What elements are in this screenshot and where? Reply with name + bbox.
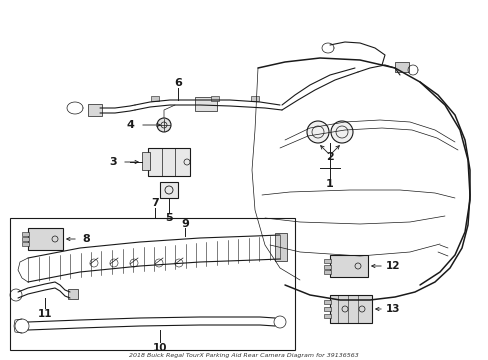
- Text: 4: 4: [126, 120, 134, 130]
- Bar: [22, 242, 29, 246]
- Bar: [195, 97, 217, 111]
- Text: 10: 10: [152, 343, 167, 353]
- Text: 12: 12: [385, 261, 400, 271]
- Bar: [329, 255, 367, 277]
- Circle shape: [330, 121, 352, 143]
- Text: 7: 7: [151, 198, 159, 208]
- Bar: [250, 96, 259, 101]
- Text: 13: 13: [385, 304, 400, 314]
- Bar: [22, 232, 29, 236]
- Bar: [22, 237, 29, 241]
- Text: 5: 5: [165, 213, 172, 223]
- Circle shape: [306, 121, 328, 143]
- Bar: [394, 62, 408, 72]
- Bar: [210, 96, 219, 101]
- Bar: [329, 295, 371, 323]
- Bar: [88, 104, 102, 116]
- Bar: [10, 218, 294, 350]
- Bar: [324, 314, 330, 318]
- Bar: [68, 289, 78, 299]
- Bar: [324, 270, 330, 274]
- Bar: [28, 228, 63, 250]
- Bar: [324, 307, 330, 311]
- Bar: [274, 233, 286, 261]
- Text: 2018 Buick Regal TourX Parking Aid Rear Camera Diagram for 39136563: 2018 Buick Regal TourX Parking Aid Rear …: [129, 354, 358, 359]
- Text: 1: 1: [325, 179, 333, 189]
- Text: 8: 8: [82, 234, 90, 244]
- Text: 2: 2: [325, 152, 333, 162]
- Text: 9: 9: [181, 219, 188, 229]
- Bar: [324, 265, 330, 269]
- Bar: [148, 148, 190, 176]
- Circle shape: [157, 118, 171, 132]
- Bar: [142, 152, 150, 170]
- Bar: [324, 259, 330, 263]
- Text: 3: 3: [109, 157, 117, 167]
- Bar: [324, 300, 330, 304]
- Text: 6: 6: [174, 78, 182, 88]
- Bar: [151, 96, 159, 101]
- Text: 11: 11: [38, 309, 52, 319]
- Bar: [160, 182, 178, 198]
